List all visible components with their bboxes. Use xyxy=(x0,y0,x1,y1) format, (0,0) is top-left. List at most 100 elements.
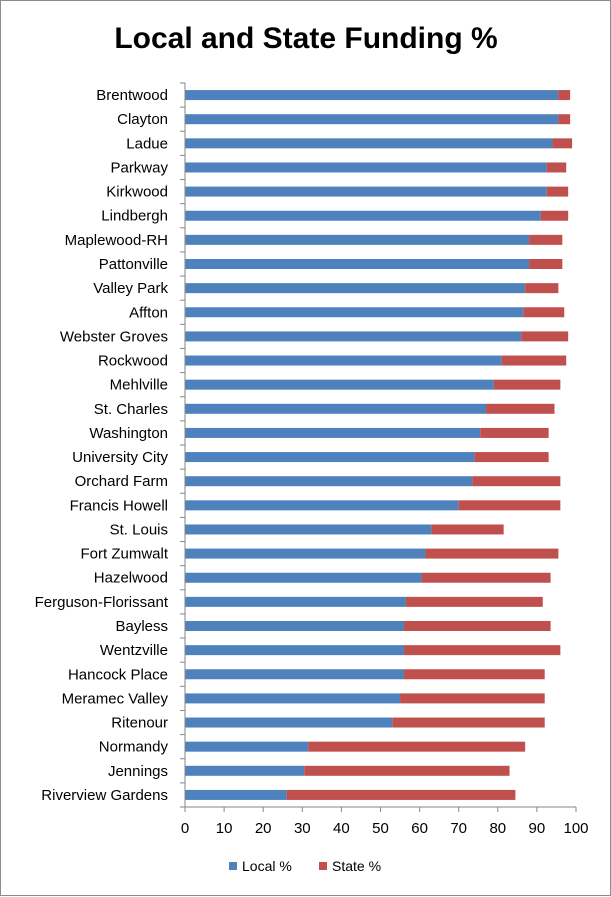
bar-local-16 xyxy=(185,476,473,487)
bar-local-28 xyxy=(185,765,305,776)
bar-local-3 xyxy=(185,162,547,173)
bar-state-18 xyxy=(431,524,504,535)
bar-local-0 xyxy=(185,90,559,101)
bar-local-7 xyxy=(185,259,530,269)
category-label: Lindbergh xyxy=(101,208,168,225)
bar-state-2 xyxy=(552,138,573,149)
bar-local-9 xyxy=(185,307,524,318)
bar-state-8 xyxy=(525,283,559,294)
category-label: Francis Howell xyxy=(70,497,168,514)
bar-state-19 xyxy=(425,548,559,559)
category-label: Kirkwood xyxy=(106,184,168,201)
bar-state-10 xyxy=(521,331,569,342)
bar-state-26 xyxy=(392,717,545,728)
bar-local-8 xyxy=(185,283,526,294)
bar-state-28 xyxy=(304,765,510,776)
category-label: Washington xyxy=(89,425,168,442)
bar-state-4 xyxy=(546,186,569,197)
bar-state-20 xyxy=(421,572,551,583)
bar-state-14 xyxy=(480,427,549,438)
bar-local-25 xyxy=(185,693,401,704)
bar-state-22 xyxy=(403,621,551,631)
category-label: St. Charles xyxy=(94,401,168,418)
x-tick-label: 20 xyxy=(255,820,272,837)
bar-local-11 xyxy=(185,355,502,366)
category-label: Hancock Place xyxy=(68,666,168,683)
bar-local-27 xyxy=(185,741,309,752)
bar-state-27 xyxy=(308,741,526,752)
bar-local-19 xyxy=(185,548,426,559)
bar-state-17 xyxy=(458,500,561,511)
x-tick-label: 0 xyxy=(181,820,189,837)
bar-state-25 xyxy=(400,693,545,704)
category-label: Orchard Farm xyxy=(75,473,168,490)
category-label: Webster Groves xyxy=(60,328,168,345)
bar-state-7 xyxy=(529,259,563,269)
category-label: Maplewood-RH xyxy=(65,232,168,249)
legend-local-swatch xyxy=(229,862,237,870)
category-label: Pattonville xyxy=(99,256,168,273)
bar-state-11 xyxy=(501,355,567,366)
x-axis: 0 10 20 30 40 50 60 70 80 90 100 xyxy=(180,82,589,837)
bars-group xyxy=(185,90,573,800)
bar-local-29 xyxy=(185,789,287,800)
bar-state-1 xyxy=(558,114,571,125)
bar-local-5 xyxy=(185,210,541,221)
bar-local-13 xyxy=(185,403,487,414)
bar-local-17 xyxy=(185,500,459,511)
category-label: Fort Zumwalt xyxy=(80,546,168,563)
legend: Local % State % xyxy=(229,858,381,874)
bar-state-16 xyxy=(472,476,561,487)
category-label: St. Louis xyxy=(110,521,168,538)
category-label: Ritenour xyxy=(111,715,168,732)
x-tick-label: 50 xyxy=(372,820,389,837)
bar-local-12 xyxy=(185,379,494,390)
legend-state-swatch xyxy=(319,862,327,870)
bar-local-4 xyxy=(185,186,547,197)
category-label: Valley Park xyxy=(93,280,168,297)
category-label: Parkway xyxy=(110,159,168,176)
bar-local-24 xyxy=(185,669,404,680)
category-label: Ladue xyxy=(126,135,168,152)
category-label: Riverview Gardens xyxy=(41,787,168,804)
x-tick-label: 40 xyxy=(333,820,350,837)
category-label: Meramec Valley xyxy=(62,690,169,707)
bar-state-3 xyxy=(546,162,567,173)
bar-state-15 xyxy=(474,452,549,463)
bar-local-15 xyxy=(185,452,475,463)
x-tick-label: 10 xyxy=(216,820,233,837)
category-labels: Brentwood Clayton Ladue Parkway Kirkwood Lind… xyxy=(35,87,169,804)
bar-state-29 xyxy=(286,789,516,800)
category-label: Normandy xyxy=(99,739,169,756)
category-label: Clayton xyxy=(117,111,168,128)
x-tick-label: 30 xyxy=(294,820,311,837)
category-label: Affton xyxy=(129,304,168,321)
bar-state-12 xyxy=(493,379,561,390)
category-label: Rockwood xyxy=(98,353,168,370)
bar-local-1 xyxy=(185,114,559,125)
bar-local-21 xyxy=(185,596,406,607)
bar-state-13 xyxy=(486,403,555,414)
bar-local-23 xyxy=(185,645,404,656)
bar-state-5 xyxy=(540,210,569,221)
bar-local-14 xyxy=(185,427,481,438)
x-tick-label: 80 xyxy=(489,820,506,837)
category-label: Mehlville xyxy=(110,377,168,394)
bar-state-23 xyxy=(403,645,561,656)
bar-local-6 xyxy=(185,234,530,245)
x-tick-label: 60 xyxy=(411,820,428,837)
bar-state-0 xyxy=(558,90,571,101)
category-label: Bayless xyxy=(115,618,168,635)
category-label: University City xyxy=(72,449,168,466)
bar-local-2 xyxy=(185,138,553,149)
bar-state-6 xyxy=(529,234,563,245)
bar-local-26 xyxy=(185,717,393,728)
category-label: Wentzville xyxy=(100,642,168,659)
chart-title: Local and State Funding % xyxy=(114,22,497,55)
category-label: Brentwood xyxy=(96,87,168,104)
x-tick-label: 100 xyxy=(563,820,588,837)
bar-state-9 xyxy=(523,307,565,318)
category-label: Jennings xyxy=(108,763,168,780)
